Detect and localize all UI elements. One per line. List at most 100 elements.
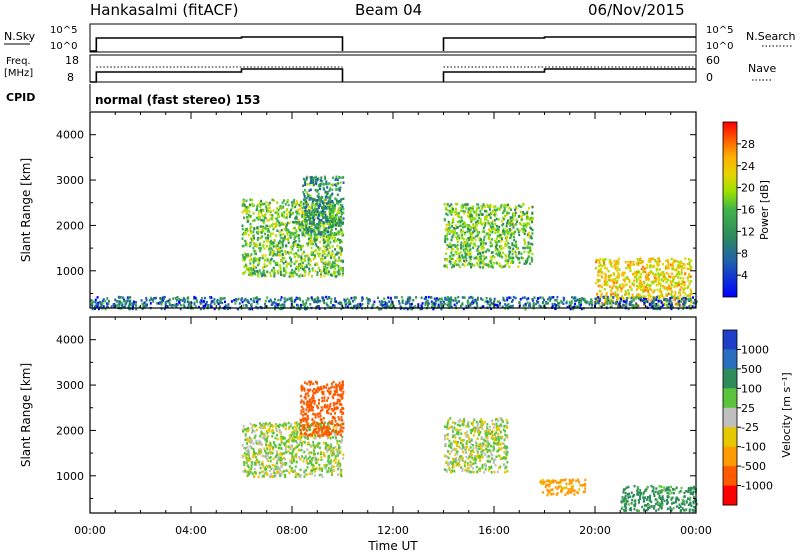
data-cell <box>247 206 250 209</box>
data-cell <box>270 269 273 272</box>
data-cell <box>356 305 359 309</box>
data-cell <box>315 467 318 470</box>
data-cell <box>115 300 118 303</box>
data-cell <box>659 307 662 311</box>
data-cell <box>321 408 324 412</box>
data-cell <box>480 254 483 258</box>
data-cell <box>465 305 468 308</box>
data-cell <box>312 406 314 409</box>
data-cell <box>243 461 245 464</box>
data-cell <box>272 266 275 270</box>
data-cell <box>690 280 693 283</box>
data-cell <box>292 227 295 230</box>
data-cell <box>338 256 341 259</box>
data-cell <box>302 233 305 236</box>
data-cell <box>378 308 381 311</box>
data-cell <box>440 307 443 311</box>
data-cell <box>323 241 326 245</box>
data-cell <box>506 262 509 265</box>
data-cell <box>315 461 318 465</box>
data-cell <box>649 287 652 291</box>
data-cell <box>340 307 343 311</box>
freq-trace <box>90 66 696 83</box>
data-cell <box>315 444 318 447</box>
data-cell <box>334 248 337 251</box>
data-cell <box>287 228 290 232</box>
data-cell <box>460 209 462 213</box>
data-cell <box>281 243 284 246</box>
data-cell <box>617 257 620 260</box>
data-cell <box>646 287 649 290</box>
data-cell <box>440 297 443 300</box>
data-cell <box>314 249 317 252</box>
data-cell <box>268 206 271 209</box>
data-cell <box>336 193 339 197</box>
data-cell <box>523 212 526 216</box>
data-cell <box>675 274 677 278</box>
data-cell <box>326 450 329 454</box>
data-cell <box>202 307 205 310</box>
data-cell <box>242 258 245 261</box>
data-cell <box>114 298 117 302</box>
data-cell <box>281 461 284 465</box>
data-cell <box>507 211 510 215</box>
data-cell <box>636 274 639 277</box>
data-cell <box>290 245 293 249</box>
data-cell <box>259 203 262 206</box>
data-cell <box>434 304 436 308</box>
data-cell <box>281 252 284 256</box>
data-cell <box>270 467 273 470</box>
data-cell <box>313 433 316 436</box>
data-cell <box>325 245 328 248</box>
data-cell <box>455 232 458 235</box>
data-cell <box>279 304 282 307</box>
data-cell <box>482 266 484 269</box>
data-cell <box>668 299 671 303</box>
data-cell <box>303 258 306 261</box>
data-cell <box>306 473 309 476</box>
data-cell <box>304 270 307 274</box>
data-cell <box>243 203 246 207</box>
data-cell <box>300 303 302 307</box>
data-cell <box>606 297 609 301</box>
data-cell <box>453 227 455 230</box>
data-cell <box>494 209 497 212</box>
data-cell <box>449 255 451 258</box>
data-cell <box>595 266 597 270</box>
data-cell <box>221 297 224 300</box>
data-cell <box>268 230 271 233</box>
data-cell <box>253 237 256 240</box>
data-cell <box>475 207 478 210</box>
data-cell <box>355 304 358 307</box>
data-cell <box>507 246 510 249</box>
data-cell <box>315 233 318 236</box>
data-cell <box>394 296 397 299</box>
data-cell <box>262 463 265 466</box>
data-cell <box>440 303 442 307</box>
data-cell <box>297 474 300 478</box>
data-cell <box>491 266 494 269</box>
data-cell <box>455 235 458 239</box>
data-cell <box>463 212 466 215</box>
data-cell <box>511 258 514 261</box>
data-cell <box>317 423 320 426</box>
data-cell <box>490 227 493 230</box>
data-cell <box>682 302 685 305</box>
data-cell <box>241 253 244 257</box>
data-cell <box>605 267 608 270</box>
data-cell <box>460 246 463 250</box>
data-cell <box>303 471 306 474</box>
data-cell <box>320 210 323 213</box>
data-cell <box>319 450 322 454</box>
data-cell <box>306 183 309 186</box>
data-cell <box>642 297 645 300</box>
data-cell <box>281 257 284 260</box>
data-cell <box>333 261 336 265</box>
data-cell <box>133 300 135 303</box>
data-cell <box>269 456 272 459</box>
data-cell <box>560 300 563 303</box>
data-cell <box>323 235 326 239</box>
data-cell <box>488 229 491 233</box>
data-cell <box>455 226 458 229</box>
data-cell <box>268 450 271 453</box>
